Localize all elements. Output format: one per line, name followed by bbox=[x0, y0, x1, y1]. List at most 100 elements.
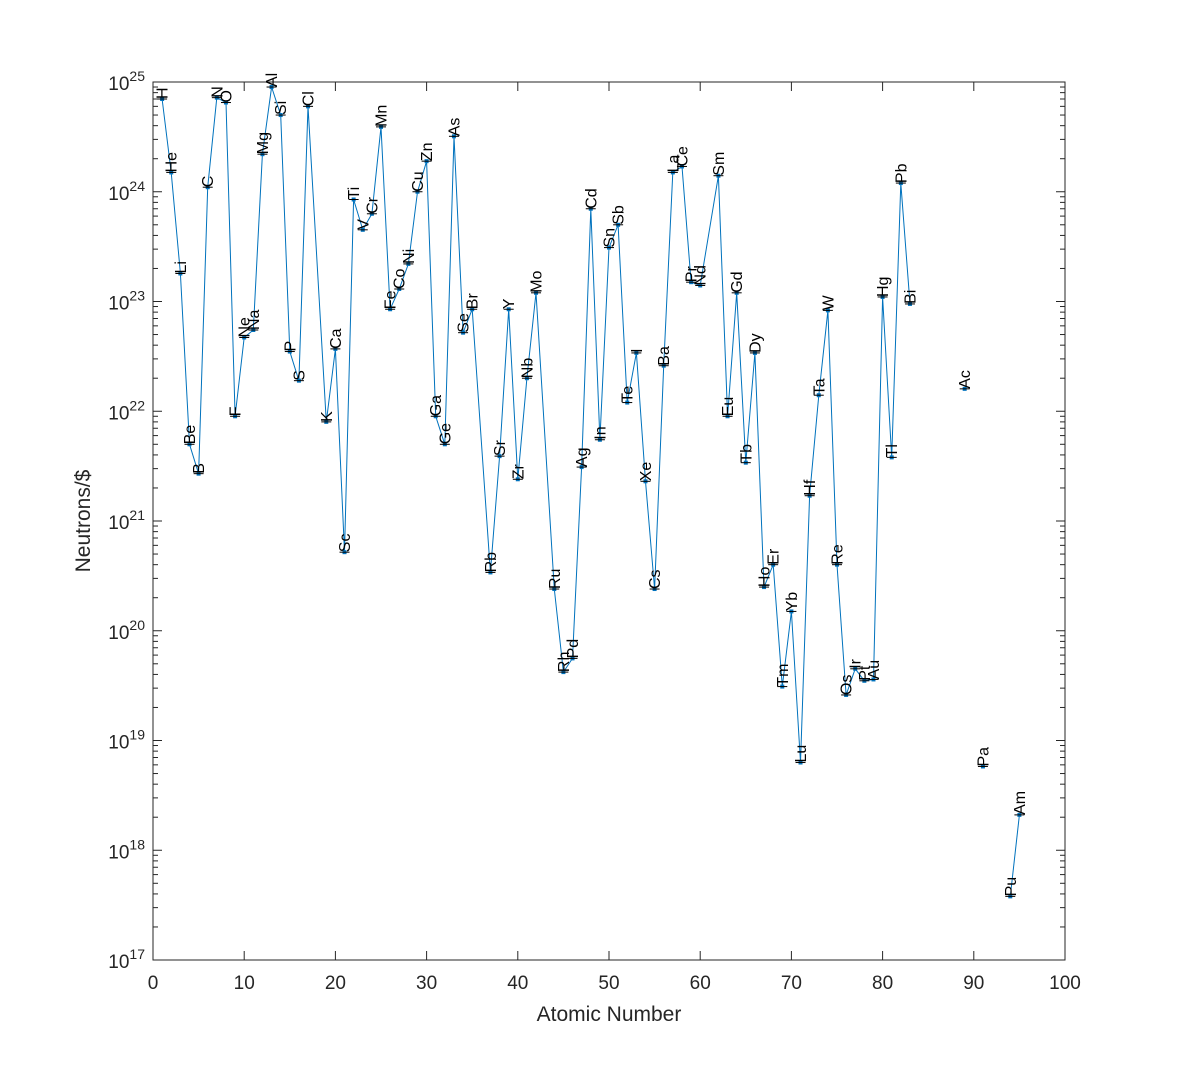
element-label: Ir bbox=[848, 658, 865, 668]
element-label: Ca bbox=[328, 328, 345, 349]
element-label: Na bbox=[246, 309, 263, 330]
y-tick-exponent: 18 bbox=[129, 836, 145, 852]
element-label: Ru bbox=[547, 569, 564, 589]
element-label: Mg bbox=[255, 132, 272, 154]
element-label: Fe bbox=[383, 290, 400, 309]
y-tick-exponent: 17 bbox=[129, 946, 145, 962]
x-tick-label: 80 bbox=[872, 973, 893, 994]
series-line bbox=[1009, 814, 1020, 897]
element-label: Ne bbox=[237, 317, 254, 338]
x-tick-label: 20 bbox=[325, 973, 346, 994]
element-label: Cd bbox=[583, 188, 600, 208]
axes-frame bbox=[152, 81, 1066, 961]
element-label: Ge bbox=[437, 423, 454, 444]
data-markers bbox=[157, 85, 1025, 899]
x-tick-label: 100 bbox=[1049, 973, 1081, 994]
element-label: Os bbox=[839, 675, 856, 695]
element-label: Zn bbox=[419, 143, 436, 162]
element-label: In bbox=[592, 426, 609, 439]
element-label: Ag bbox=[574, 448, 591, 468]
element-label: La bbox=[665, 155, 682, 173]
element-label: Pa bbox=[975, 747, 992, 767]
element-label: Pb bbox=[893, 163, 910, 183]
element-label: W bbox=[820, 294, 837, 310]
element-label: As bbox=[447, 118, 464, 137]
element-label: Pt bbox=[857, 665, 874, 681]
x-tick-labels: 0 10 20 30 40 50 60 70 80 90 100 bbox=[148, 973, 1081, 994]
element-label: Hg bbox=[875, 277, 892, 297]
element-label: Pd bbox=[565, 639, 582, 659]
x-axis-title: Atomic Number bbox=[537, 1003, 682, 1026]
element-label: S bbox=[291, 370, 308, 381]
element-label: Be bbox=[182, 425, 199, 445]
y-tick-exponent: 25 bbox=[129, 68, 145, 84]
y-tick-exponent: 21 bbox=[129, 507, 145, 523]
element-label: K bbox=[319, 411, 336, 422]
element-label: Er bbox=[766, 548, 783, 565]
axes-area bbox=[152, 81, 1066, 961]
element-label: Sn bbox=[602, 228, 619, 248]
element-label: Cu bbox=[410, 171, 427, 191]
element-label: Re bbox=[830, 544, 847, 565]
x-tick-label: 40 bbox=[507, 973, 528, 994]
element-label: Rb bbox=[483, 552, 500, 573]
tick-marks bbox=[152, 81, 1066, 961]
element-label: I bbox=[629, 348, 646, 352]
element-label: F bbox=[228, 406, 245, 416]
element-label: Te bbox=[620, 386, 637, 403]
element-label: Co bbox=[392, 268, 409, 289]
element-label: Eu bbox=[720, 397, 737, 417]
y-tick-exponent: 19 bbox=[129, 727, 145, 743]
element-label: Nb bbox=[519, 358, 536, 379]
element-label: Si bbox=[273, 101, 290, 115]
x-tick-label: 0 bbox=[148, 973, 159, 994]
y-tick-exponent: 24 bbox=[129, 178, 145, 194]
element-label: Ga bbox=[428, 395, 445, 416]
element-label: Am bbox=[1012, 791, 1029, 815]
element-label: P bbox=[282, 341, 299, 352]
element-label: Li bbox=[173, 261, 190, 273]
element-label: Tl bbox=[884, 444, 901, 457]
element-label: Dy bbox=[747, 333, 764, 353]
x-tick-label: 70 bbox=[781, 973, 802, 994]
element-label: Ta bbox=[811, 378, 828, 395]
element-label: Yb bbox=[784, 592, 801, 612]
element-label: Sm bbox=[711, 152, 728, 176]
x-tick-label: 60 bbox=[690, 973, 711, 994]
element-label: Cr bbox=[364, 196, 381, 214]
element-label: Ti bbox=[346, 187, 363, 200]
element-label: Tb bbox=[738, 444, 755, 463]
y-tick-exponent: 20 bbox=[129, 617, 145, 633]
element-label: Cs bbox=[647, 569, 664, 589]
element-label: Tm bbox=[775, 663, 792, 686]
element-label: Y bbox=[501, 298, 518, 309]
element-label: Xe bbox=[638, 462, 655, 482]
element-label: Sr bbox=[492, 439, 509, 456]
y-axis-title: Neutrons/$ bbox=[72, 469, 95, 572]
element-label: N bbox=[209, 86, 226, 98]
y-tick-exponent: 22 bbox=[129, 397, 145, 413]
element-label: Zr bbox=[510, 464, 527, 480]
x-tick-label: 50 bbox=[598, 973, 619, 994]
element-label: Cl bbox=[301, 91, 318, 106]
element-label: Ni bbox=[401, 249, 418, 264]
element-label: Hf bbox=[802, 479, 819, 496]
element-label: Mo bbox=[529, 270, 546, 292]
element-label: Ho bbox=[757, 567, 774, 588]
element-label: Ac bbox=[957, 370, 974, 389]
element-label: H bbox=[155, 87, 172, 99]
element-label: Se bbox=[456, 313, 473, 333]
element-label: Au bbox=[866, 660, 883, 680]
element-label: Ce bbox=[675, 146, 692, 167]
x-tick-label: 10 bbox=[234, 973, 255, 994]
element-label: Pu bbox=[1003, 877, 1020, 897]
element-label: O bbox=[219, 90, 236, 102]
element-label: Bi bbox=[903, 290, 920, 304]
element-label: Al bbox=[264, 73, 281, 87]
element-label: V bbox=[355, 219, 372, 230]
element-label: Ba bbox=[656, 346, 673, 366]
element-label: He bbox=[164, 152, 181, 173]
element-label: Pr bbox=[684, 266, 701, 283]
